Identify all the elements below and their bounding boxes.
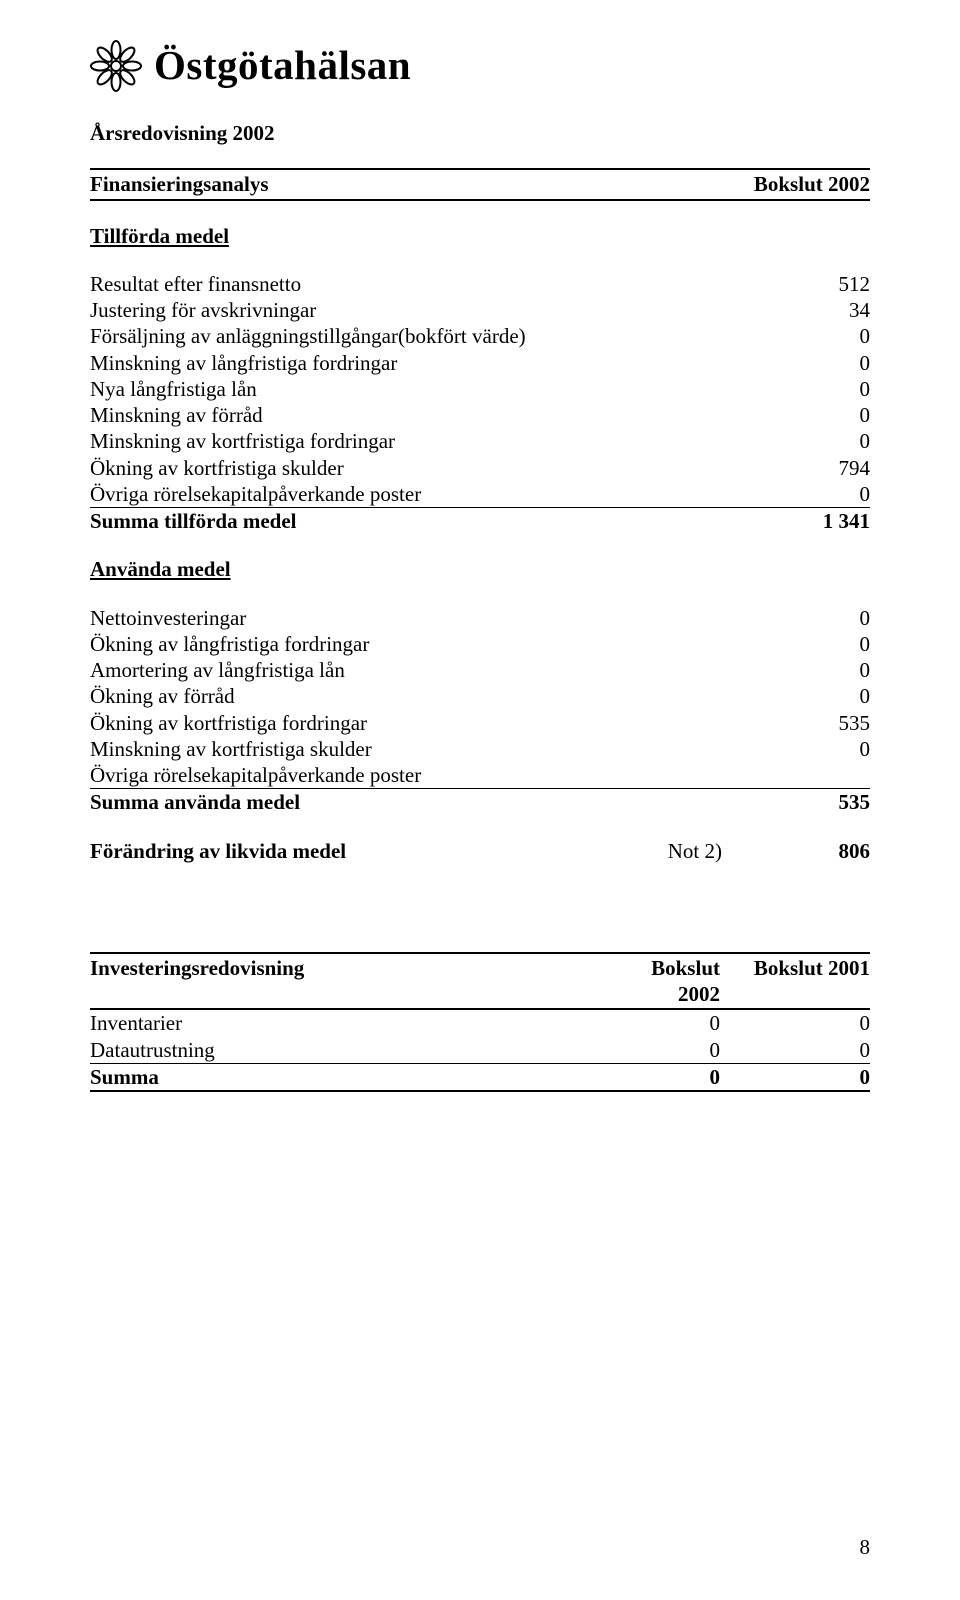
row-label: Ökning av förråd [90, 683, 750, 709]
row-label: Minskning av långfristiga fordringar [90, 350, 750, 376]
sum-row: Summa00 [90, 1063, 870, 1091]
table-row: Ökning av långfristiga fordringar0 [90, 631, 870, 657]
page-number: 8 [860, 1534, 871, 1560]
invest-header-col2: Bokslut 2002 [570, 955, 720, 1008]
change-value: 806 [750, 838, 870, 864]
row-value: 0 [750, 631, 870, 657]
table-row: Nya långfristiga lån0 [90, 376, 870, 402]
change-label: Förändring av likvida medel [90, 838, 602, 864]
table-row: Minskning av kortfristiga fordringar0 [90, 428, 870, 454]
tillforda-table: Resultat efter finansnetto512Justering f… [90, 271, 870, 535]
sum-value: 535 [750, 789, 870, 816]
row-label: Nya långfristiga lån [90, 376, 750, 402]
flower-logo-icon [90, 40, 142, 92]
row-value: 0 [750, 481, 870, 508]
table-row: Nettoinvesteringar0 [90, 605, 870, 631]
sum-label: Summa använda medel [90, 789, 750, 816]
row-value: 0 [750, 683, 870, 709]
fin-header-left: Finansieringsanalys [90, 171, 269, 197]
row-v2: 0 [720, 1010, 870, 1036]
row-label: Amortering av långfristiga lån [90, 657, 750, 683]
row-value: 0 [750, 376, 870, 402]
change-table: Förändring av likvida medel Not 2) 806 [90, 838, 870, 864]
fin-header-right: Bokslut 2002 [754, 171, 870, 197]
table-row: Ökning av förråd0 [90, 683, 870, 709]
row-value: 512 [750, 271, 870, 297]
row-label: Ökning av långfristiga fordringar [90, 631, 750, 657]
invest-header-left: Investeringsredovisning [90, 955, 570, 1008]
row-v2: 0 [720, 1037, 870, 1064]
row-value: 0 [750, 428, 870, 454]
table-row: Justering för avskrivningar34 [90, 297, 870, 323]
row-label: Ökning av kortfristiga skulder [90, 455, 750, 481]
row-label: Övriga rörelsekapitalpåverkande poster [90, 481, 750, 508]
table-row: Ökning av kortfristiga skulder794 [90, 455, 870, 481]
sum-label: Summa tillförda medel [90, 508, 750, 535]
sum-v1: 0 [570, 1063, 720, 1091]
table-row: Minskning av långfristiga fordringar0 [90, 350, 870, 376]
document-title: Årsredovisning 2002 [90, 120, 870, 146]
table-row: Resultat efter finansnetto512 [90, 271, 870, 297]
invest-header: Investeringsredovisning Bokslut 2002 Bok… [90, 952, 870, 1011]
invest-col2-bottom: 2002 [678, 982, 720, 1006]
table-row: Försäljning av anläggningstillgångar(bok… [90, 323, 870, 349]
row-label: Justering för avskrivningar [90, 297, 750, 323]
finansierings-header: Finansieringsanalys Bokslut 2002 [90, 168, 870, 200]
row-label: Övriga rörelsekapitalpåverkande poster [90, 762, 750, 789]
change-note: Not 2) [602, 838, 750, 864]
tillforda-heading: Tillförda medel [90, 223, 870, 249]
row-value: 0 [750, 402, 870, 428]
table-row: Minskning av förråd0 [90, 402, 870, 428]
sum-value: 1 341 [750, 508, 870, 535]
table-row: Amortering av långfristiga lån0 [90, 657, 870, 683]
invest-table: Inventarier00Datautrustning00Summa00 [90, 1010, 870, 1092]
row-value: 34 [750, 297, 870, 323]
row-value [750, 762, 870, 789]
row-value: 0 [750, 323, 870, 349]
table-row: Minskning av kortfristiga skulder0 [90, 736, 870, 762]
row-value: 0 [750, 736, 870, 762]
row-value: 0 [750, 657, 870, 683]
header: Östgötahälsan [90, 40, 870, 92]
row-value: 794 [750, 455, 870, 481]
row-label: Minskning av kortfristiga fordringar [90, 428, 750, 454]
row-v1: 0 [570, 1037, 720, 1064]
row-label: Minskning av kortfristiga skulder [90, 736, 750, 762]
invest-header-col3: Bokslut 2001 [720, 955, 870, 1008]
table-row: Datautrustning00 [90, 1037, 870, 1064]
row-v1: 0 [570, 1010, 720, 1036]
sum-row: Summa tillförda medel1 341 [90, 508, 870, 535]
sum-row: Summa använda medel535 [90, 789, 870, 816]
anvanda-heading: Använda medel [90, 556, 870, 582]
row-label: Resultat efter finansnetto [90, 271, 750, 297]
row-value: 0 [750, 350, 870, 376]
anvanda-table: Nettoinvesteringar0Ökning av långfristig… [90, 605, 870, 816]
row-value: 0 [750, 605, 870, 631]
invest-col2-top: Bokslut [651, 956, 720, 980]
table-row: Övriga rörelsekapitalpåverkande poster [90, 762, 870, 789]
sum-label: Summa [90, 1063, 570, 1091]
row-label: Datautrustning [90, 1037, 570, 1064]
table-row: Övriga rörelsekapitalpåverkande poster0 [90, 481, 870, 508]
page: Östgötahälsan Årsredovisning 2002 Finans… [0, 0, 960, 1600]
row-label: Ökning av kortfristiga fordringar [90, 710, 750, 736]
row-label: Försäljning av anläggningstillgångar(bok… [90, 323, 750, 349]
brand-name: Östgötahälsan [154, 40, 411, 91]
table-row: Inventarier00 [90, 1010, 870, 1036]
sum-v2: 0 [720, 1063, 870, 1091]
row-label: Minskning av förråd [90, 402, 750, 428]
table-row: Ökning av kortfristiga fordringar535 [90, 710, 870, 736]
row-value: 535 [750, 710, 870, 736]
row-label: Nettoinvesteringar [90, 605, 750, 631]
row-label: Inventarier [90, 1010, 570, 1036]
